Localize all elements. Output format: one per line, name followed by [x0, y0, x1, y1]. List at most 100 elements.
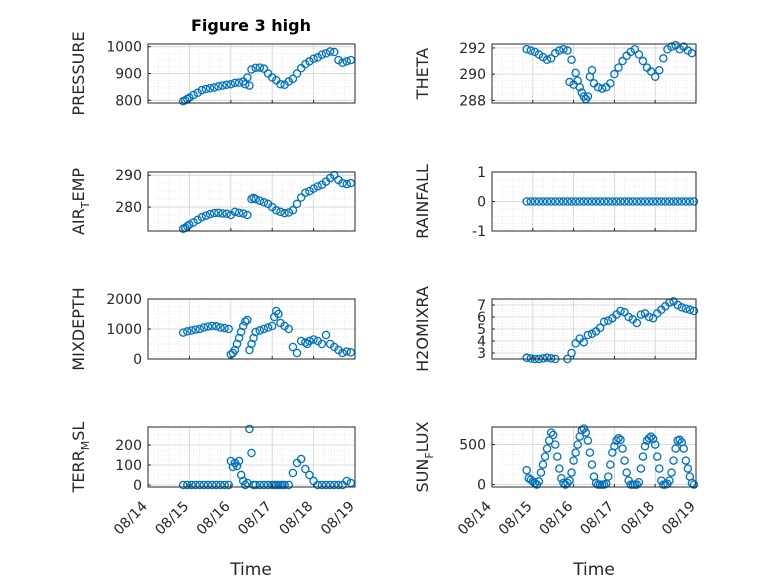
data-point: [583, 197, 593, 206]
data-point: [195, 324, 204, 334]
data-point: [228, 462, 238, 472]
data-point: [646, 67, 656, 76]
y-axis-label-main: RAINFALL: [413, 164, 432, 239]
data-point: [203, 322, 213, 331]
data-point: [689, 306, 699, 316]
data-point: [555, 464, 564, 473]
y-tick-label: 290: [459, 67, 486, 83]
data-point: [546, 197, 556, 206]
data-point: [634, 50, 644, 59]
data-point: [309, 54, 318, 64]
y-tick-label: -1: [472, 224, 486, 240]
data-point: [579, 337, 589, 347]
data-point: [193, 215, 202, 225]
data-point: [638, 56, 648, 66]
data-point: [234, 78, 244, 87]
data-point: [677, 303, 686, 312]
data-point: [618, 56, 627, 66]
data-point: [301, 338, 310, 347]
y-axis-label-main: PRESSURE: [69, 31, 88, 115]
data-point: [305, 186, 314, 196]
data-point: [530, 197, 540, 206]
y-axis-label-subscript: F: [423, 452, 436, 458]
data-point: [667, 468, 676, 477]
axes-box: [147, 426, 356, 488]
data-point: [209, 83, 219, 92]
figure-title: Figure 3 high: [191, 16, 311, 35]
data-point: [205, 84, 215, 93]
data-point: [238, 209, 248, 218]
data-point: [251, 63, 260, 73]
data-point: [305, 336, 314, 346]
data-point: [234, 456, 244, 466]
data-point: [284, 480, 294, 490]
data-point: [579, 424, 589, 433]
data-point: [197, 213, 207, 222]
y-tick-label: 0: [133, 478, 142, 494]
data-point: [563, 197, 572, 206]
data-point: [659, 54, 668, 63]
x-tick-label: 08/16: [194, 498, 234, 538]
grid-lines: [147, 298, 356, 360]
data-point: [557, 473, 566, 483]
data-point: [214, 208, 223, 218]
data-point: [620, 456, 629, 465]
data-point: [263, 323, 273, 332]
data-point: [230, 78, 240, 88]
y-tick-label: 1000: [106, 40, 142, 56]
data-point: [646, 432, 656, 441]
axes-box: [491, 426, 697, 488]
data-point: [526, 197, 536, 206]
data-point: [230, 207, 240, 217]
data-point: [636, 197, 646, 206]
data-point: [634, 477, 644, 487]
y-tick-label: 292: [459, 41, 486, 57]
y-axis-label-main: SUN: [413, 459, 432, 493]
x-tick-label: 08/14: [111, 498, 151, 538]
data-point: [677, 197, 686, 206]
data-point: [644, 433, 654, 443]
data-point: [197, 85, 207, 95]
data-point: [534, 477, 544, 486]
data-point: [274, 309, 283, 319]
y-axis-label-main: TERR: [69, 450, 88, 493]
data-point: [630, 44, 640, 54]
data-point: [338, 178, 347, 188]
data-point: [571, 339, 580, 348]
subplot-4: -1 0 1 RAINFALL: [413, 164, 699, 240]
grid-lines: [491, 427, 697, 487]
data-point: [583, 330, 593, 340]
data-point: [593, 83, 603, 92]
data-point: [546, 54, 556, 63]
data-point: [183, 221, 192, 231]
data-point: [632, 480, 642, 489]
data-point: [301, 188, 310, 197]
data-point: [665, 197, 674, 206]
data-point: [247, 65, 256, 74]
data-point: [667, 42, 676, 51]
subplot-5: 0 1000 2000 MIXDEPTH: [69, 287, 356, 371]
x-tick-label: 08/19: [659, 499, 699, 539]
data-point: [191, 480, 200, 490]
y-tick-label: 800: [115, 93, 142, 109]
data-point: [346, 348, 356, 357]
data-point: [309, 184, 318, 193]
y-tick-label: 100: [115, 458, 142, 474]
data-point: [255, 196, 265, 205]
data-point: [292, 348, 302, 358]
data-point: [542, 444, 552, 453]
data-point: [587, 197, 597, 206]
data-point: [538, 197, 548, 206]
data-point: [636, 464, 646, 473]
y-tick-label: 290: [115, 168, 142, 184]
data-point: [189, 90, 198, 100]
data-point: [567, 468, 576, 477]
data-point: [209, 208, 219, 218]
data-point: [591, 197, 601, 206]
y-tick-label: 900: [115, 67, 142, 83]
data-point: [284, 208, 294, 217]
data-point: [550, 197, 560, 206]
data-point: [216, 480, 225, 490]
data-point: [313, 480, 322, 490]
data-series: [178, 306, 356, 359]
